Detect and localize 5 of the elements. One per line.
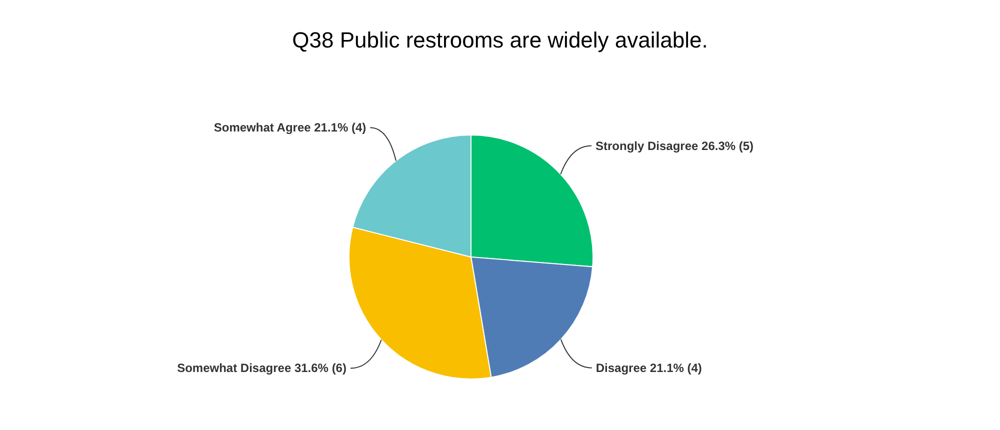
slice-label: Somewhat Agree 21.1% (4) bbox=[214, 120, 366, 135]
chart-title: Q38 Public restrooms are widely available. bbox=[292, 28, 708, 52]
slice-label: Disagree 21.1% (4) bbox=[596, 360, 702, 375]
slice-label: Strongly Disagree 26.3% (5) bbox=[596, 138, 754, 153]
slice-label: Somewhat Disagree 31.6% (6) bbox=[177, 361, 346, 376]
